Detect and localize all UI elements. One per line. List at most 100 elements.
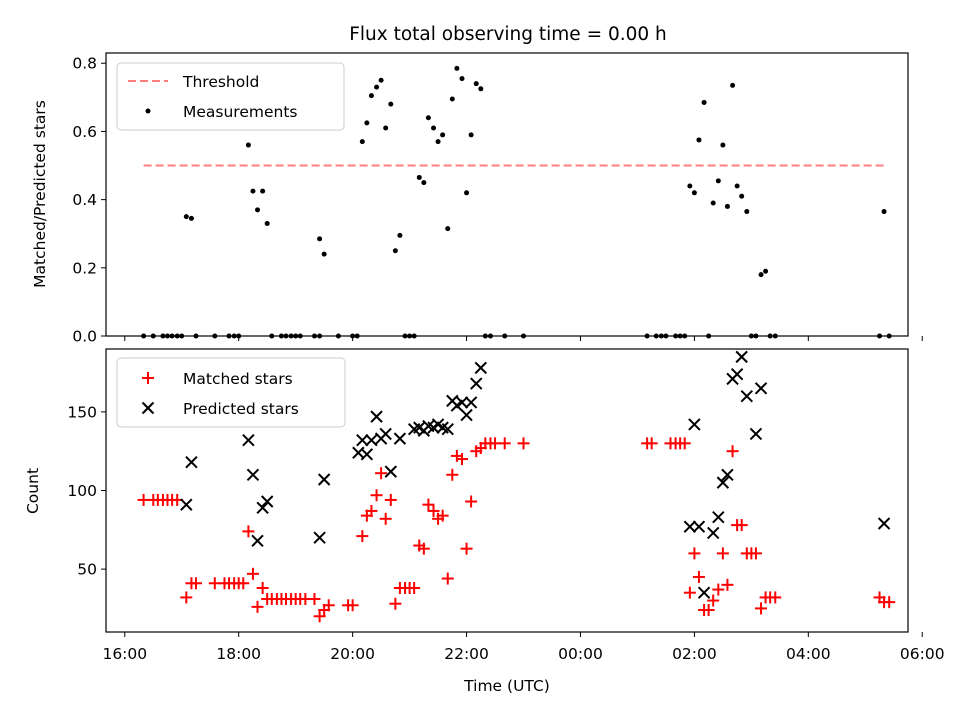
measurement-point	[416, 174, 422, 180]
measurement-point	[397, 232, 403, 238]
y-tick-label: 0.0	[72, 328, 97, 346]
measurement-point	[188, 215, 194, 221]
measurement-point	[368, 93, 374, 99]
legend-matched-swatch	[142, 372, 154, 384]
legend-matched-label: Matched stars	[183, 370, 293, 388]
matched-star-point	[422, 498, 435, 511]
predicted-star-point	[697, 586, 711, 599]
matched-star-point	[322, 599, 335, 612]
measurement-point	[724, 203, 730, 209]
measurement-point	[881, 209, 887, 215]
matched-star-point	[256, 581, 269, 594]
predicted-star-point	[260, 495, 274, 508]
matched-star-point	[417, 542, 430, 555]
legend-measurements-label: Measurements	[183, 103, 298, 121]
matched-star-point	[678, 437, 691, 450]
measurement-point	[378, 77, 384, 83]
predicted-star-point	[365, 433, 378, 447]
top-plot-frame	[105, 52, 909, 337]
measurement-point	[696, 137, 702, 143]
top-x-ticks	[124, 336, 923, 341]
bottom-legend: Matched stars Predicted stars	[116, 357, 346, 428]
measurement-point	[431, 125, 437, 131]
matched-star-point	[375, 467, 388, 480]
predicted-star-point	[256, 501, 269, 515]
matched-star-point	[180, 591, 193, 604]
y-tick-label: 0.4	[72, 191, 97, 209]
x-axis-label: Time (UTC)	[463, 677, 550, 695]
predicted-star-point	[460, 408, 473, 422]
matched-star-point	[683, 586, 696, 599]
matched-star-point	[465, 495, 478, 508]
measurement-point	[691, 190, 697, 196]
matched-star-point	[688, 547, 701, 560]
top-chart: Flux total observing time = 0.00 h Match…	[31, 24, 923, 346]
matched-star-point	[370, 489, 383, 502]
measurement-point	[710, 200, 716, 206]
bottom-chart: Count Time (UTC) 50 100 150 16:00 18:00 20:0…	[24, 348, 945, 695]
predicted-star-point	[706, 526, 720, 540]
measurement-point	[454, 65, 460, 71]
predicted-star-point	[470, 377, 483, 390]
measurement-point	[478, 86, 484, 92]
predicted-star-point	[251, 534, 264, 548]
y-tick-label: 0.8	[72, 55, 97, 73]
matched-star-point	[769, 591, 782, 604]
measurement-point	[364, 120, 370, 126]
matched-star-point	[237, 577, 250, 590]
measurement-point	[359, 139, 365, 145]
measurement-point	[744, 209, 750, 215]
legend-measurement-swatch	[145, 108, 151, 114]
measurement-points	[141, 65, 892, 339]
matched-star-point	[389, 597, 402, 610]
predicted-star-point	[735, 350, 748, 364]
matched-star-point	[246, 567, 259, 580]
measurement-point	[183, 214, 189, 220]
matched-star-point	[346, 599, 359, 612]
x-tick-label: 02:00	[672, 645, 717, 663]
predicted-star-point	[692, 520, 706, 533]
matched-star-point	[446, 468, 459, 481]
matched-star-point	[460, 542, 473, 555]
measurement-point	[425, 115, 431, 121]
matched-star-point	[427, 504, 440, 517]
measurement-point	[734, 183, 740, 189]
legend-matched-marker	[142, 372, 154, 384]
top-legend-box	[116, 62, 345, 131]
measurement-point	[720, 142, 726, 148]
matched-star-point	[313, 610, 326, 623]
measurement-point	[739, 193, 745, 199]
bottom-y-axis-label: Count	[24, 468, 42, 514]
bottom-y-ticks: 50 100 150	[67, 403, 106, 579]
predicted-star-point	[688, 418, 701, 431]
predicted-star-point	[393, 432, 407, 445]
matched-star-point	[883, 596, 896, 609]
matched-star-point	[716, 547, 729, 560]
bottom-legend-box	[116, 357, 346, 428]
measurement-point	[392, 248, 398, 254]
matched-star-point	[692, 570, 705, 583]
matched-star-point	[498, 437, 511, 450]
predicted-star-point	[464, 396, 478, 409]
predicted-star-point	[474, 361, 488, 375]
predicted-star-point	[749, 427, 763, 441]
x-tick-label: 06:00	[900, 645, 945, 663]
bottom-plot-frame	[105, 348, 909, 633]
predicted-star-point	[740, 389, 754, 403]
legend-threshold-label: Threshold	[182, 73, 259, 91]
matched-star-point	[308, 592, 321, 605]
predicted-star-point	[877, 517, 891, 530]
matched-star-point	[712, 583, 725, 596]
measurement-point	[245, 142, 251, 148]
predicted-star-point	[370, 410, 383, 423]
matched-star-point	[707, 594, 720, 607]
y-tick-label: 0.2	[72, 259, 97, 277]
measurement-point	[473, 81, 479, 87]
measurement-point	[317, 236, 323, 242]
y-tick-label: 100	[67, 482, 97, 500]
matched-star-point	[749, 547, 762, 560]
predicted-star-point	[730, 367, 744, 381]
matched-star-point	[456, 453, 469, 466]
matched-star-point	[645, 437, 658, 450]
